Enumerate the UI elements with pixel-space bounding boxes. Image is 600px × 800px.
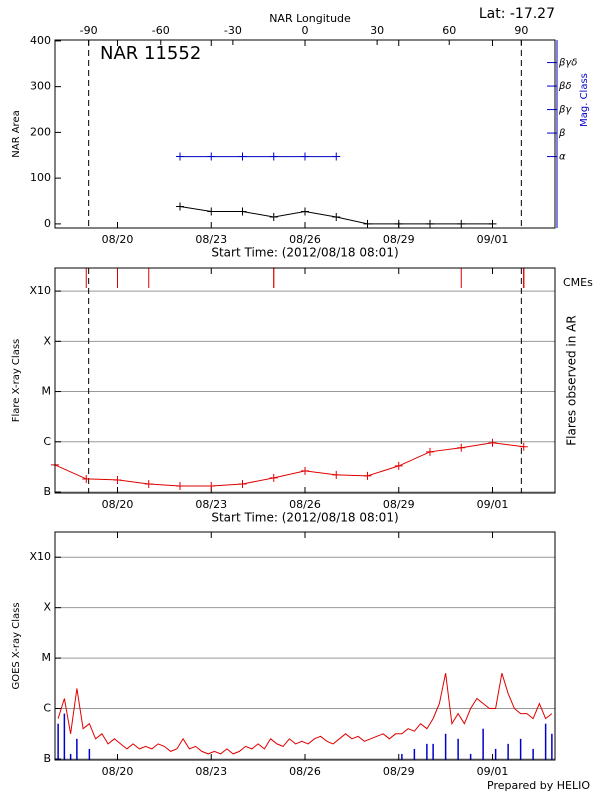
marker xyxy=(113,475,122,484)
marker xyxy=(238,479,247,488)
x-tick-label: 08/23 xyxy=(195,233,227,246)
series-line xyxy=(57,673,553,755)
marker xyxy=(332,470,341,479)
y-axis-label: GOES X-ray Class xyxy=(11,602,22,689)
marker xyxy=(144,479,153,488)
y-tick-label: X xyxy=(43,601,51,614)
marker xyxy=(488,219,497,228)
x-tick-label: 09/01 xyxy=(477,765,509,778)
marker xyxy=(238,207,247,216)
marker xyxy=(457,219,466,228)
y-tick-label: B xyxy=(43,485,51,498)
x-tick-label: 09/01 xyxy=(477,498,509,511)
marker xyxy=(332,152,341,161)
marker xyxy=(176,202,184,211)
y2-tick-label: βγδ xyxy=(558,58,577,69)
y-tick-label: 400 xyxy=(30,34,51,47)
y-tick-label: C xyxy=(43,702,51,715)
y-tick-label: M xyxy=(42,385,52,398)
y2-tick-label: α xyxy=(559,152,566,163)
marker xyxy=(207,207,216,216)
y2-tick-label: βδ xyxy=(558,81,572,92)
y-axis-label: Flare X-ray Class xyxy=(11,339,22,423)
x-tick-label: 08/29 xyxy=(383,765,415,778)
cme-label: CMEs xyxy=(563,276,593,289)
y-axis-label: NAR Area xyxy=(11,110,22,157)
marker xyxy=(269,152,278,161)
series-line xyxy=(54,442,524,487)
x2-axis-label: NAR Longitude xyxy=(269,12,351,25)
x2-tick-label: 60 xyxy=(442,24,456,37)
x-tick-label: 08/29 xyxy=(383,233,415,246)
marker xyxy=(332,213,341,222)
marker xyxy=(207,481,216,490)
marker xyxy=(363,219,372,228)
marker xyxy=(457,443,466,452)
marker xyxy=(301,152,309,161)
x-axis-label: Start Time: (2012/08/18 08:01) xyxy=(211,511,398,525)
marker xyxy=(301,466,309,475)
marker xyxy=(301,207,309,216)
plot-frame xyxy=(54,39,556,229)
marker xyxy=(363,471,372,480)
marker xyxy=(269,213,278,222)
marker xyxy=(426,219,434,228)
y-tick-label: M xyxy=(42,651,52,664)
x-tick-label: 08/23 xyxy=(195,765,227,778)
x2-tick-label: 90 xyxy=(514,24,528,37)
x-tick-label: 08/29 xyxy=(383,498,415,511)
y-tick-label: 300 xyxy=(30,80,51,93)
plot-frame xyxy=(54,267,556,494)
marker xyxy=(394,219,403,228)
x2-tick-label: -90 xyxy=(80,24,98,37)
x-tick-label: 08/20 xyxy=(102,765,134,778)
x-tick-label: 08/20 xyxy=(102,233,134,246)
x-tick-label: 08/26 xyxy=(289,765,321,778)
x2-tick-label: 30 xyxy=(370,24,384,37)
y-tick-label: 200 xyxy=(30,125,51,138)
y-tick-label: B xyxy=(43,752,51,765)
y2-axis-label: Flares observed in AR xyxy=(565,315,579,445)
marker xyxy=(488,438,497,447)
x2-tick-label: 0 xyxy=(302,24,309,37)
y-tick-label: 100 xyxy=(30,171,51,184)
marker xyxy=(176,152,184,161)
y-tick-label: C xyxy=(43,435,51,448)
y-tick-label: X10 xyxy=(29,284,51,297)
x-tick-label: 08/23 xyxy=(195,498,227,511)
marker xyxy=(176,481,184,490)
x-tick-label: 08/26 xyxy=(289,498,321,511)
y2-tick-label: β xyxy=(558,128,566,139)
x-axis-label: Start Time: (2012/08/18 08:01) xyxy=(211,246,398,260)
y-tick-label: 0 xyxy=(44,217,51,230)
x2-tick-label: -60 xyxy=(152,24,170,37)
marker xyxy=(394,461,403,470)
y2-axis-label: Mag. Class xyxy=(579,73,590,127)
marker xyxy=(207,152,216,161)
marker xyxy=(238,152,247,161)
chart-title: NAR 11552 xyxy=(100,43,201,64)
marker xyxy=(82,474,91,483)
marker xyxy=(269,473,278,482)
x-tick-label: 08/20 xyxy=(102,498,134,511)
footer: Prepared by HELIO xyxy=(487,779,590,792)
x2-tick-label: -30 xyxy=(224,24,242,37)
x-tick-label: 08/26 xyxy=(289,233,321,246)
y-tick-label: X10 xyxy=(29,550,51,563)
marker xyxy=(519,442,528,451)
y2-tick-label: βγ xyxy=(558,105,572,116)
x-tick-label: 09/01 xyxy=(477,233,509,246)
y-tick-label: X xyxy=(43,334,51,347)
marker xyxy=(426,447,434,456)
latitude: Lat: -17.27 xyxy=(479,6,555,22)
plot-frame xyxy=(54,531,556,761)
